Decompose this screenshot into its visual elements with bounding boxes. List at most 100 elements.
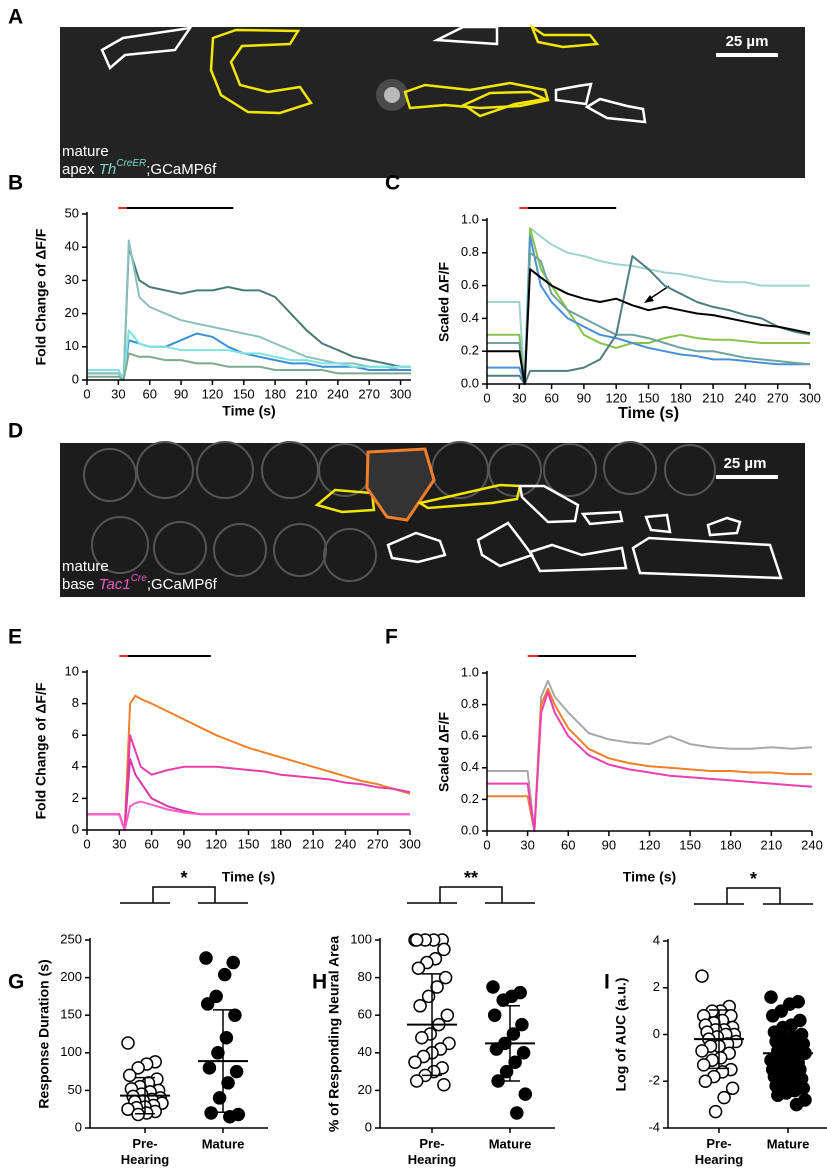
x-tick-label: 180 (670, 390, 692, 405)
x-tick-label: 90 (177, 836, 191, 851)
y-tick-label: 20 (358, 1082, 372, 1097)
data-point (698, 1074, 713, 1088)
data-line (87, 246, 411, 381)
y-tick-label: 40 (358, 1044, 372, 1059)
data-point (437, 1078, 451, 1092)
data-line (487, 691, 813, 832)
data-point (789, 1097, 804, 1112)
x-axis-title: Time (s) (222, 403, 275, 419)
x-tick-label: Pre-Hearing (121, 1136, 169, 1167)
x-tick-label: 300 (799, 390, 821, 405)
data-point (708, 1104, 723, 1119)
data-point (409, 1074, 424, 1088)
data-point (765, 1009, 780, 1023)
y-tick-label: 0.2 (461, 791, 479, 806)
data-line (487, 255, 811, 385)
y-tick-label: 4 (72, 758, 79, 773)
y-tick-label: 0.4 (461, 759, 479, 774)
panel-label: G (8, 971, 24, 994)
y-tick-label: 80 (358, 969, 372, 984)
label-text: ;GCaMP6f (147, 576, 218, 593)
label-text: base (62, 576, 99, 593)
y-tick-label: 0.8 (461, 696, 479, 711)
data-point (217, 967, 232, 982)
x-tick-label: 150 (679, 837, 701, 852)
y-tick-label: 0.0 (461, 375, 479, 390)
x-tick-label: 120 (202, 386, 224, 401)
y-axis-title: Fold Change of ΔF/F (33, 682, 49, 819)
data-line (487, 687, 812, 832)
y-tick-label: 0 (72, 371, 79, 386)
data-point (211, 1046, 225, 1060)
y-tick-label: 100 (60, 1044, 82, 1059)
panel-label: B (8, 172, 23, 195)
y-axis-title: Fold Change of ΔF/F (33, 228, 49, 365)
data-point (202, 1061, 217, 1075)
panel-label: D (8, 420, 23, 443)
x-tick-label: 150 (233, 386, 255, 401)
image-label: apex ThCreER;GCaMP6f (62, 158, 217, 178)
image-label: base Tac1Cre;GCaMP6f (62, 573, 218, 593)
x-tick-label: 300 (399, 836, 421, 851)
data-point (489, 1042, 504, 1056)
data-line (87, 800, 410, 831)
y-tick-label: 60 (358, 1007, 372, 1022)
x-tick-label: 240 (801, 837, 823, 852)
x-tick-label: 270 (767, 390, 789, 405)
data-line (87, 734, 411, 831)
y-tick-label: 0 (75, 1119, 82, 1134)
y-tick-label: 1.0 (461, 664, 479, 679)
x-tick-label: Mature (767, 1136, 810, 1151)
data-point (437, 942, 451, 957)
x-tick-label: 210 (761, 837, 783, 852)
x-tick-label: 150 (638, 390, 660, 405)
significance-bracket (694, 887, 813, 905)
y-tick-label: 100 (350, 931, 372, 946)
x-axis-title: Time (s) (222, 869, 275, 885)
x-tick-label: 240 (335, 836, 357, 851)
data-point (518, 1087, 533, 1101)
x-axis-title: Time (s) (618, 405, 679, 422)
x-tick-label: 300 (390, 386, 412, 401)
x-tick-label: 60 (544, 390, 558, 405)
y-tick-label: 50 (68, 1082, 82, 1097)
data-point (409, 933, 424, 947)
x-tick-label: 120 (605, 390, 627, 405)
image-label: mature (62, 558, 109, 575)
x-tick-label: 180 (720, 837, 742, 852)
x-tick-label: 120 (639, 837, 661, 852)
data-line (487, 227, 810, 385)
data-point (204, 1106, 218, 1120)
x-tick-label: 210 (302, 836, 324, 851)
data-point (122, 1068, 137, 1083)
x-tick-label: 210 (702, 390, 724, 405)
x-tick-label: 0 (483, 390, 490, 405)
data-point (717, 1090, 731, 1105)
x-tick-label: 30 (520, 837, 534, 852)
image-label: mature (62, 143, 109, 160)
data-point (415, 1031, 429, 1045)
data-point (121, 1036, 135, 1050)
x-tick-label: Mature (489, 1136, 532, 1151)
y-tick-label: -2 (648, 1073, 660, 1088)
x-tick-label: 90 (174, 386, 188, 401)
y-tick-label: 2 (653, 979, 660, 994)
data-point (496, 993, 510, 1007)
y-tick-label: 0.2 (461, 343, 479, 358)
x-tick-label: 270 (358, 386, 380, 401)
gene-name: Tac1 (99, 576, 131, 593)
data-line (487, 268, 811, 385)
y-tick-label: 0.4 (461, 310, 479, 325)
y-tick-label: 0.0 (461, 822, 479, 837)
x-tick-label: 60 (561, 837, 575, 852)
data-point (219, 1031, 234, 1045)
y-tick-label: 4 (653, 932, 660, 947)
panel-label: C (385, 172, 400, 195)
x-tick-label: Pre-Hearing (408, 1136, 456, 1167)
data-point (725, 1081, 740, 1096)
y-tick-label: 0.8 (461, 244, 479, 259)
data-point (223, 1109, 237, 1124)
x-tick-label: 240 (735, 390, 757, 405)
annotation-arrow (644, 285, 670, 303)
